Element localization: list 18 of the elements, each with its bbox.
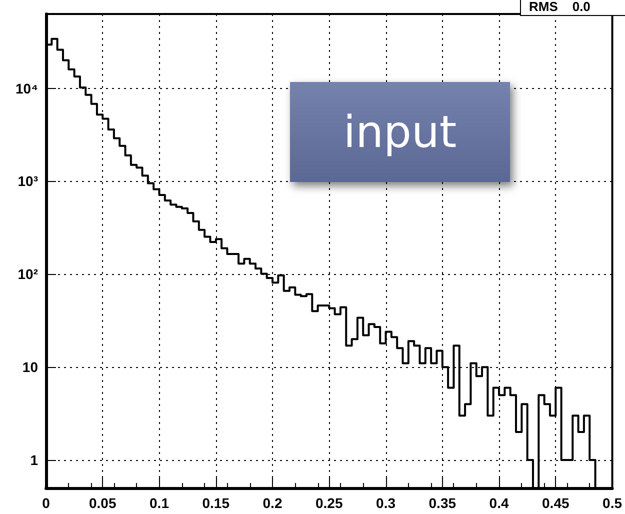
y-tick-label: 10³ (18, 173, 38, 190)
x-tick-label: 0.05 (89, 495, 116, 511)
y-tick-label: 1 (30, 452, 38, 468)
label-box: input (290, 82, 510, 182)
y-tick-label: 10⁴ (16, 80, 38, 96)
x-tick-label: 0.25 (316, 495, 343, 511)
y-tick-label: 10² (18, 266, 38, 282)
x-tick-label: 0.1 (150, 495, 170, 511)
x-tick-label: 0.35 (428, 495, 456, 511)
x-tick-label: 0.15 (202, 495, 230, 511)
x-tick-label: 0.3 (376, 495, 396, 511)
x-tick-label: 0.5 (602, 495, 622, 511)
stats-box: RMS 0.0 (520, 0, 625, 16)
y-tick-label: 10 (22, 359, 38, 376)
x-tick-label: 0.2 (262, 495, 282, 511)
x-tick-label: 0.45 (542, 495, 570, 511)
x-tick-label: 0 (42, 495, 50, 511)
x-tick-label: 0.4 (489, 495, 509, 511)
